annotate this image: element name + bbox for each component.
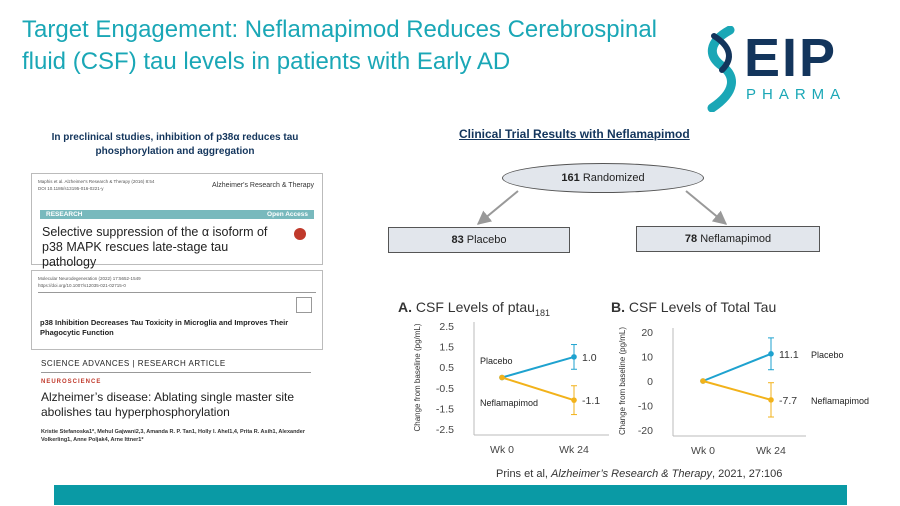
y-tick-label: -0.5 [436, 383, 454, 395]
y-tick-label: 0.5 [439, 362, 454, 374]
paper3-section: NEUROSCIENCE [41, 379, 102, 385]
y-tick-label: -2.5 [436, 424, 454, 436]
data-point [768, 351, 774, 357]
neflamapimod-label: Neflamapimod [700, 233, 772, 245]
logo-subtitle: PHARMA [746, 86, 847, 103]
series-line-placebo [702, 352, 772, 382]
data-label: -7.7 [779, 395, 797, 407]
randomized-node: 161 Randomized [502, 163, 704, 193]
paper3-title: Alzheimer’s disease: Ablating single mas… [41, 390, 295, 419]
paper1-title: Selective suppression of the α isoform o… [42, 225, 268, 269]
chart-title: A. CSF Levels of ptau181 [398, 299, 550, 318]
placebo-label: Placebo [466, 234, 507, 246]
neflamapimod-count: 78 [684, 233, 698, 245]
paper1-journal: Alzheimer's Research & Therapy [212, 182, 314, 189]
paper3-header: SCIENCE ADVANCES | RESEARCH ARTICLE [41, 359, 226, 368]
data-point [571, 354, 577, 360]
series-name-neflamapimod: Neflamapimod [811, 396, 869, 406]
series-name-placebo: Placebo [480, 356, 513, 366]
y-tick-label: 1.5 [439, 342, 454, 354]
paper3-divider [41, 372, 311, 373]
footer-bar [54, 485, 847, 505]
ptau-chart: A. CSF Levels of ptau181 Change from base… [398, 299, 609, 456]
series-name-neflamapimod: Neflamapimod [480, 398, 538, 408]
placebo-count: 83 [451, 234, 464, 246]
data-point [571, 397, 577, 403]
paper2-meta: Molecular Neurodegeneration (2022) 17:56… [38, 276, 141, 281]
total-tau-chart: B. CSF Levels of Total Tau Change from ba… [611, 299, 869, 457]
flow-arrows [476, 190, 728, 225]
eip-pharma-logo: EIP PHARMA [700, 26, 870, 112]
x-tick-label: Wk 0 [490, 444, 514, 456]
paper-card-3: SCIENCE ADVANCES | RESEARCH ARTICLE NEUR… [31, 355, 321, 455]
y-tick-label: -1.5 [436, 403, 454, 415]
series-line-neflamapimod [501, 376, 575, 402]
citation: Prins et al, Alzheimer’s Research & Ther… [496, 468, 782, 480]
x-tick-label: Wk 24 [756, 445, 786, 457]
data-label: 11.1 [779, 349, 799, 361]
chart-title-text: CSF Levels of ptau [416, 299, 535, 315]
paper1-meta: Maphis et al. Alzheimer's Research & The… [38, 179, 155, 184]
paper1-access: Open Access [267, 211, 308, 218]
y-tick-label: 20 [641, 327, 653, 339]
randomized-count: 161 [561, 172, 580, 184]
page-title: Target Engagement: Neflamapimod Reduces … [22, 16, 658, 75]
preclinical-heading: In preclinical studies, inhibition of p3… [51, 132, 299, 157]
trial-heading: Clinical Trial Results with Neflamapimod [459, 127, 690, 141]
x-tick-label: Wk 0 [691, 445, 715, 457]
citation-authors: Prins et al, [496, 468, 552, 480]
series-line-neflamapimod [702, 380, 772, 401]
y-axis-label: Change from baseline (pg/mL) [413, 323, 422, 431]
paper2-doi: https://doi.org/10.1007/s12035-021-02715… [38, 283, 126, 288]
helix-icon [707, 26, 736, 112]
y-tick-label: -20 [638, 425, 653, 437]
neflamapimod-arm-box: 78 Neflamapimod [636, 226, 820, 252]
paper1-doi: DOI 10.1186/s13195-016-0221-y [38, 186, 104, 191]
citation-rest: , 2021, 27:106 [712, 468, 783, 480]
y-tick-label: 10 [641, 352, 653, 364]
arrow-to-placebo [476, 190, 519, 225]
data-point [499, 374, 505, 381]
data-point [768, 397, 774, 403]
paper2-title: p38 Inhibition Decreases Tau Toxicity in… [40, 318, 289, 337]
arrow-to-neflamapimod [685, 190, 728, 225]
chart-title-text: CSF Levels of Total Tau [629, 299, 776, 315]
y-tick-label: -10 [638, 401, 653, 413]
chart-title-subscript: 181 [535, 308, 550, 318]
y-axis-label: Change from baseline (pg/mL) [618, 327, 627, 435]
randomized-label: Randomized [582, 172, 645, 184]
data-label: 1.0 [582, 352, 597, 364]
chart-panel-label: A. [398, 299, 416, 315]
citation-journal: Alzheimer’s Research & Therapy [551, 468, 713, 480]
data-point [700, 378, 706, 384]
chart-title: B. CSF Levels of Total Tau [611, 299, 776, 315]
series-name-placebo: Placebo [811, 350, 844, 360]
paper-card-2: Molecular Neurodegeneration (2022) 17:56… [31, 270, 323, 350]
paper-card-1: Maphis et al. Alzheimer's Research & The… [31, 173, 323, 269]
paper2-divider [38, 292, 316, 293]
placebo-arm-box: 83 Placebo [388, 227, 570, 253]
crossmark-icon [294, 228, 306, 240]
paper1-banner: RESEARCH Open Access [40, 210, 314, 219]
y-tick-label: 0 [647, 376, 653, 388]
x-tick-label: Wk 24 [559, 444, 589, 456]
series-line-placebo [501, 355, 575, 379]
logo-wordmark: EIP [744, 28, 838, 88]
y-tick-label: 2.5 [439, 321, 454, 333]
paper1-type: RESEARCH [46, 211, 83, 218]
data-label: -1.1 [582, 395, 600, 407]
chart-panel-label: B. [611, 299, 629, 315]
journal-logo-icon [296, 297, 312, 313]
paper3-authors: Kristie Stefanoska1*, Mehul Gajwani2,3, … [41, 429, 305, 443]
